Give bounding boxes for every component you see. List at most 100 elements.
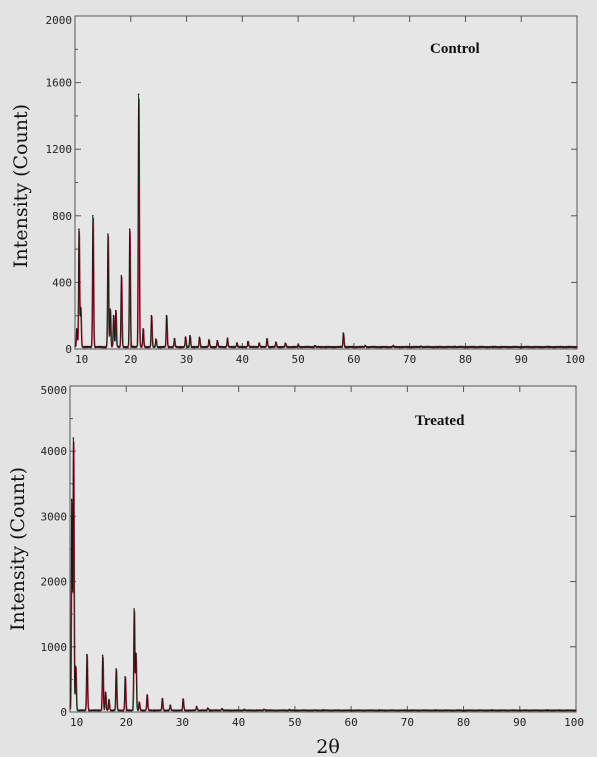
treated-peak-point: [182, 698, 184, 700]
treated-y-tick-label: 1000: [41, 641, 68, 654]
control-peak-point: [109, 308, 111, 310]
control-peak-point: [235, 342, 238, 344]
treated-peak-point: [72, 437, 75, 439]
control-x-tick-label: 90: [515, 353, 528, 366]
treated-peak-point: [243, 708, 246, 711]
control-x-ticks: 10 20 30 40 50 60 70 80 90 100: [74, 16, 585, 366]
treated-peak-point: [195, 705, 198, 708]
control-peak-point: [453, 345, 456, 348]
treated-peak-point: [161, 698, 164, 700]
control-peak-point: [297, 344, 299, 346]
treated-peak-point: [70, 499, 73, 501]
control-x-tick-label: 100: [565, 353, 585, 366]
treated-plot-frame: [69, 385, 577, 713]
treated-peak-point: [322, 709, 324, 711]
treated-panel: 0 1000 2000 3000 4000 5000 10 20 30 40 50 60 70 80 90…: [7, 384, 584, 729]
treated-x-tick-label: 70: [401, 716, 414, 729]
control-y-tick-label: 800: [52, 210, 72, 223]
treated-x-ticks: 10 20 30 40 50 60 70 80 90 100: [69, 386, 584, 729]
treated-x-tick-label: 30: [176, 716, 189, 729]
control-x-tick-label: 20: [124, 353, 137, 366]
treated-y-axis-title: Intensity (Count): [7, 467, 29, 631]
control-x-tick-label: 80: [459, 353, 472, 366]
control-x-tick-label: 30: [180, 353, 193, 366]
control-peak-point: [342, 332, 345, 334]
treated-peak-point: [74, 665, 77, 668]
control-peak-point: [189, 334, 191, 337]
treated-peak-point: [86, 653, 88, 656]
treated-y-tick-label: 5000: [41, 384, 68, 397]
control-peak-point: [247, 340, 249, 343]
treated-peak-point: [263, 708, 265, 711]
treated-x-tick-label: 60: [344, 716, 357, 729]
treated-peak-point: [107, 699, 110, 702]
control-y-tick-label: 1600: [46, 77, 73, 90]
control-x-tick-label: 70: [403, 353, 416, 366]
treated-x-tick-label: 40: [232, 716, 245, 729]
treated-pattern: [69, 437, 577, 713]
treated-peak-point: [138, 701, 140, 704]
control-peak-point: [120, 274, 123, 277]
control-peak-point: [266, 338, 268, 340]
control-peak-point: [364, 344, 366, 347]
control-panel-label: Control: [430, 41, 480, 57]
control-peak-point: [75, 328, 78, 330]
treated-x-tick-label: 10: [70, 716, 83, 729]
control-peak-point: [184, 336, 187, 339]
treated-peak-point: [462, 709, 465, 712]
control-y-tick-label: 400: [52, 276, 72, 289]
treated-y-tick-label: 3000: [41, 510, 68, 523]
control-peak-point: [114, 309, 117, 312]
treated-peak-point: [124, 675, 126, 678]
treated-peak-point: [221, 707, 223, 710]
control-peak-point: [137, 93, 140, 96]
control-peak-point: [107, 233, 109, 235]
control-peak-point: [420, 345, 422, 348]
treated-peak-point: [101, 654, 104, 657]
treated-peak-point: [115, 668, 117, 670]
control-x-tick-label: 60: [347, 353, 360, 366]
control-peak-point: [226, 338, 229, 340]
control-intensity-line: [74, 94, 578, 349]
control-x-tick-label: 40: [236, 353, 249, 366]
control-peak-point: [78, 228, 80, 230]
treated-panel-label: Treated: [415, 413, 465, 429]
control-peak-point: [208, 339, 210, 341]
control-y-ticks: 0 400 800 1200 1600 2000: [46, 14, 577, 356]
control-x-tick-label: 10: [75, 353, 88, 366]
control-peak-point: [275, 341, 277, 344]
treated-y-tick-label: 0: [60, 706, 67, 719]
treated-x-tick-label: 100: [564, 716, 584, 729]
control-peak-point: [165, 314, 168, 317]
control-plot-frame: [74, 15, 578, 350]
treated-peak-point: [206, 707, 209, 709]
treated-peak-point: [361, 709, 364, 712]
control-peak-point: [284, 342, 287, 344]
control-peak-point: [392, 345, 394, 347]
treated-peak-point: [288, 708, 291, 711]
control-peak-point: [150, 314, 153, 317]
treated-peak-point: [133, 608, 135, 610]
control-peak-point: [216, 339, 219, 342]
control-peak-point: [198, 336, 201, 339]
control-y-tick-label: 0: [65, 343, 72, 356]
control-x-tick-label: 50: [291, 353, 304, 366]
treated-peak-point: [169, 704, 171, 707]
treated-peak-point: [146, 694, 148, 696]
treated-peak-point: [134, 652, 137, 655]
treated-x-tick-label: 90: [513, 716, 526, 729]
treated-peak-point: [104, 691, 107, 694]
treated-y-tick-label: 2000: [41, 576, 68, 589]
treated-y-tick-label: 4000: [41, 445, 68, 458]
control-pattern: [74, 93, 578, 349]
control-peak-point: [92, 215, 94, 217]
control-y-axis-title: Intensity (Count): [10, 104, 32, 268]
treated-x-tick-label: 50: [288, 716, 301, 729]
control-y-tick-label: 1200: [46, 143, 73, 156]
control-peak-point: [128, 228, 131, 230]
control-peak-point: [314, 344, 316, 347]
x-axis-title: 2θ: [316, 736, 340, 757]
control-peak-point: [155, 338, 157, 340]
